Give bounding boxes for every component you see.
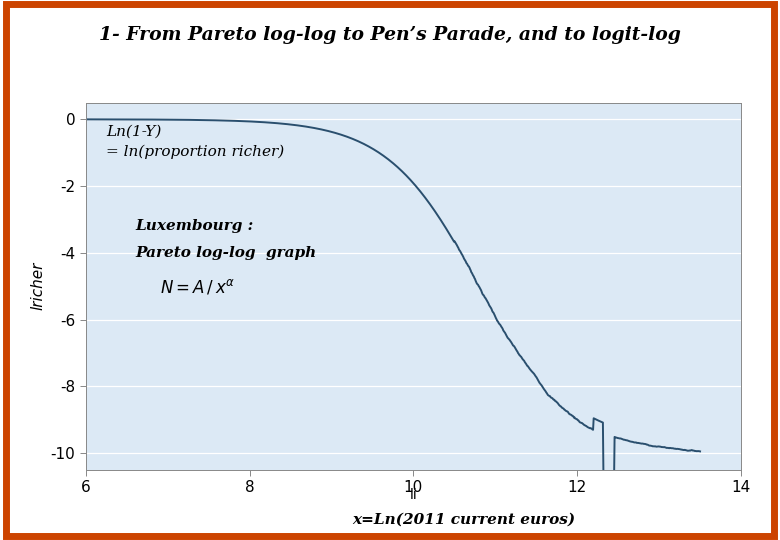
Text: = ln(proportion richer): = ln(proportion richer) — [106, 144, 285, 159]
Text: Luxembourg :: Luxembourg : — [135, 219, 254, 233]
Text: Pareto log-log  graph: Pareto log-log graph — [135, 246, 316, 260]
Text: 1- From Pareto log-log to Pen’s Parade, and to logit-log: 1- From Pareto log-log to Pen’s Parade, … — [99, 26, 681, 44]
Y-axis label: lricher: lricher — [30, 262, 45, 310]
Text: Ln(1-Y): Ln(1-Y) — [106, 124, 161, 138]
Text: x=Ln(2011 current euros): x=Ln(2011 current euros) — [353, 512, 576, 526]
Text: li: li — [410, 488, 417, 502]
Text: $N = A\,/\,x^{\alpha}$: $N = A\,/\,x^{\alpha}$ — [159, 278, 235, 297]
